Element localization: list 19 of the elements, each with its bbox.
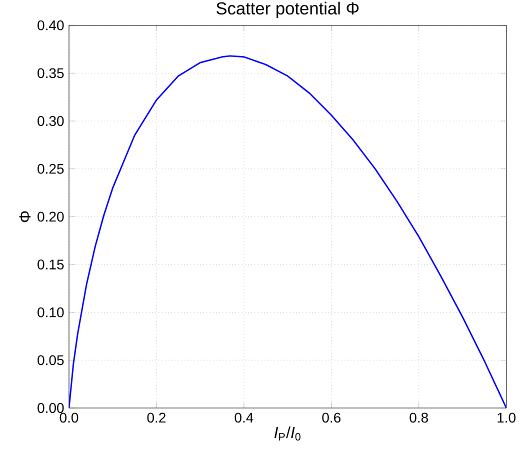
x-tick-label: 0.2: [147, 412, 166, 423]
y-tick-label: 0.10: [38, 307, 64, 318]
x-tick-label: 0.8: [410, 412, 428, 423]
y-tick-label: 0.40: [38, 20, 64, 30]
x-tick-label: 0.0: [60, 412, 78, 423]
line-series: [69, 55, 506, 408]
chart-title: Scatter potential Φ: [216, 2, 359, 18]
y-tick-label: 0.25: [38, 164, 64, 174]
y-tick-label: 0.05: [38, 355, 64, 366]
y-axis-title: Φ: [19, 211, 31, 222]
y-tick-label: 0.35: [38, 68, 64, 78]
x-tick-label: 0.4: [234, 412, 254, 423]
x-tick-label: 0.6: [322, 412, 341, 423]
y-tick-label: 0.00: [38, 403, 64, 413]
x-tick-label: 1.0: [498, 412, 516, 423]
y-tick-label: 0.15: [38, 260, 64, 270]
x-axis-title: I$_{P}$/I$_{0}$: [274, 426, 300, 441]
y-tick-label: 0.30: [38, 116, 64, 126]
y-tick-label: 0.20: [38, 212, 64, 222]
